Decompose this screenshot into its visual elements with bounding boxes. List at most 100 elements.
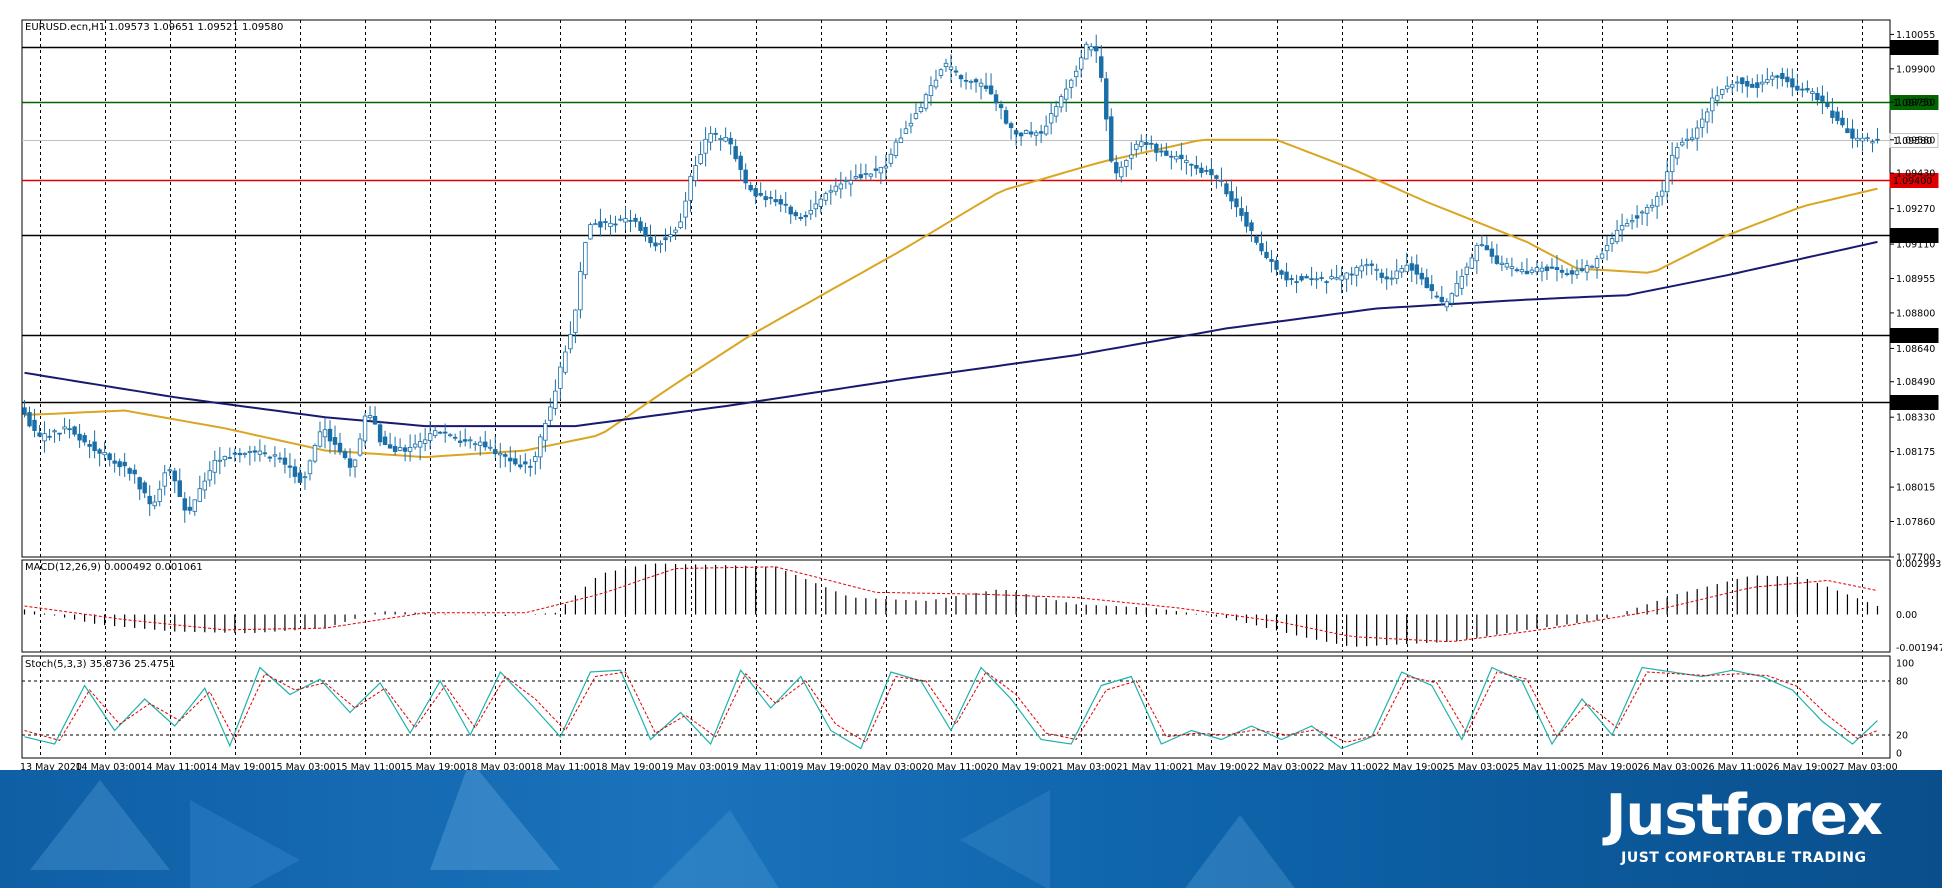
candle-body (1028, 131, 1034, 135)
candle-body (1855, 137, 1860, 141)
candle-body (52, 430, 57, 433)
candle-body (1023, 130, 1029, 134)
candle-body (893, 141, 899, 157)
candle-body (788, 206, 793, 215)
candle-body (698, 153, 703, 164)
candle-body (1760, 81, 1765, 85)
candle-body (157, 488, 162, 502)
candle-body (1499, 262, 1505, 265)
candle-body (332, 437, 338, 445)
candle-body (302, 476, 308, 479)
x-tick-label: 19 May 03:00 (662, 762, 727, 770)
candle-body (1339, 275, 1344, 281)
x-tick-label: 27 May 03:00 (1833, 762, 1898, 770)
price-tick-label: 1.08955 (1896, 274, 1935, 285)
candle-body (1865, 137, 1870, 140)
candle-body (1810, 91, 1815, 94)
candle-body (768, 196, 773, 199)
candle-body (863, 173, 869, 175)
candle-body (1259, 243, 1264, 252)
candle-body (758, 193, 763, 196)
candle-body (1639, 211, 1645, 214)
candle-body (1224, 183, 1229, 195)
candle-body (292, 466, 298, 477)
x-tick-label: 14 May 11:00 (141, 762, 206, 770)
candle-body (853, 176, 859, 179)
candle-body (107, 453, 112, 461)
candle-body (1104, 78, 1109, 120)
price-tick-label: 1.09110 (1896, 240, 1935, 251)
x-tick-label: 20 May 11:00 (922, 762, 987, 770)
candle-body (272, 454, 278, 457)
candle-body (908, 122, 914, 127)
candle-body (573, 309, 578, 333)
candle-body (322, 429, 328, 438)
candle-body (1449, 293, 1455, 304)
candle-body (1214, 175, 1219, 179)
price-tick-label: 1.08175 (1896, 447, 1935, 458)
candle-body (883, 165, 889, 169)
candle-body (1604, 244, 1610, 252)
candle-body (1099, 56, 1104, 78)
macd-header: MACD(12,26,9) 0.000492 0.001061 (25, 562, 203, 573)
candle-body (422, 439, 428, 444)
candle-body (673, 229, 678, 233)
candle-body (988, 85, 994, 95)
candle-body (1479, 244, 1485, 247)
candle-body (868, 173, 874, 177)
x-tick-label: 19 May 19:00 (792, 762, 857, 770)
candle-body (548, 406, 553, 421)
candle-body (568, 334, 573, 350)
candle-body (753, 188, 758, 197)
brand-tagline: JUST COMFORTABLE TRADING (1621, 850, 1867, 866)
candle-body (1239, 208, 1244, 216)
candle-body (1619, 225, 1625, 231)
candle-body (858, 174, 864, 179)
candle-body (1659, 190, 1665, 197)
candle-body (1755, 82, 1760, 88)
candle-body (1835, 111, 1840, 121)
candle-body (1184, 160, 1189, 163)
candle-body (117, 461, 122, 468)
candle-body (1264, 251, 1269, 258)
candle-body (1715, 95, 1720, 101)
candle-body (993, 94, 999, 104)
candle-body (427, 433, 433, 441)
level-tag (1889, 228, 1939, 243)
candle-body (1870, 141, 1875, 144)
candle-body (818, 198, 823, 207)
candle-body (1494, 255, 1500, 264)
candle-body (718, 138, 723, 141)
candle-body (407, 447, 413, 452)
candle-body (1109, 116, 1114, 162)
candle-body (538, 436, 543, 458)
candle-body (1084, 43, 1089, 60)
candle-body (67, 428, 72, 431)
candle-body (1134, 143, 1139, 150)
price-tick-label: 1.09270 (1896, 204, 1935, 215)
stoch-tick-label: 100 (1896, 659, 1914, 670)
candle-body (838, 183, 844, 190)
brand-logo: Justforex JUST COMFORTABLE TRADING (1606, 784, 1883, 867)
candle-body (478, 441, 483, 446)
candle-body (623, 218, 628, 223)
candle-body (683, 200, 688, 218)
candle-body (873, 168, 879, 171)
candle-body (1740, 77, 1745, 85)
candle-body (1043, 125, 1049, 135)
candle-body (978, 82, 984, 87)
stoch-header: Stoch(5,3,3) 35.8736 25.4751 (25, 659, 176, 670)
candle-body (1379, 272, 1384, 278)
x-tick-label: 21 May 19:00 (1182, 762, 1247, 770)
candle-body (397, 447, 403, 451)
candle-body (242, 452, 248, 455)
candle-body (1399, 268, 1404, 273)
candle-body (1114, 162, 1119, 174)
candle-body (1199, 167, 1204, 174)
x-tick-label: 19 May 11:00 (727, 762, 792, 770)
candle-body (92, 441, 97, 452)
candle-body (1319, 277, 1324, 279)
stoch-signal-line (24, 671, 1878, 743)
candle-body (743, 169, 748, 184)
stoch-tick-label: 20 (1896, 731, 1908, 742)
